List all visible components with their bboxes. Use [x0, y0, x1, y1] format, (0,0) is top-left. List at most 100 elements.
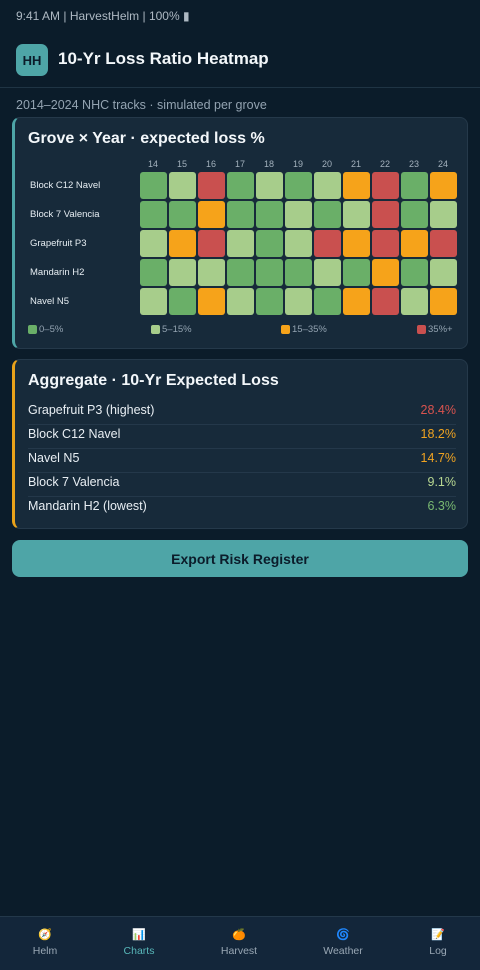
heatmap-cell[interactable] [430, 201, 457, 228]
aggregate-card: Aggregate · 10-Yr Expected Loss Grapefru… [12, 359, 468, 529]
memo-icon: 📝 [431, 929, 445, 941]
heatmap-cell[interactable] [430, 259, 457, 286]
year-label: 18 [263, 159, 274, 169]
heatmap-cell[interactable] [198, 288, 225, 315]
cyclone-icon: 🌀 [336, 929, 350, 941]
export-risk-register-button[interactable]: Export Risk Register [12, 540, 468, 577]
legend-swatch [28, 325, 37, 334]
heatmap-cell[interactable] [343, 259, 370, 286]
heatmap-cell[interactable] [343, 230, 370, 257]
heatmap-cell[interactable] [140, 230, 167, 257]
legend-swatch [281, 325, 290, 334]
year-label: 15 [176, 159, 187, 169]
heatmap-cell[interactable] [285, 230, 312, 257]
legend-item: 5–15% [151, 324, 192, 335]
heatmap-cell[interactable] [401, 201, 428, 228]
legend-swatch [417, 325, 426, 334]
heatmap-cell[interactable] [401, 259, 428, 286]
heatmap-cell[interactable] [256, 172, 283, 199]
grove-name: Navel N5 [28, 451, 80, 465]
heatmap-cell[interactable] [227, 201, 254, 228]
aggregate-row: Block C12 Navel 18.2% [28, 425, 456, 449]
heatmap-cell[interactable] [372, 288, 399, 315]
chart-icon: 📊 [132, 929, 146, 941]
heatmap-cell[interactable] [140, 288, 167, 315]
heatmap-cell[interactable] [430, 288, 457, 315]
year-label: 14 [147, 159, 158, 169]
grove-label: Block C12 Navel [30, 180, 101, 191]
aggregate-row: Grapefruit P3 (highest) 28.4% [28, 401, 456, 425]
grove-name: Grapefruit P3 (highest) [28, 403, 155, 417]
heatmap-cell[interactable] [169, 172, 196, 199]
legend-item: 15–35% [281, 324, 327, 335]
grove-label: Block 7 Valencia [30, 209, 100, 220]
heatmap-cell[interactable] [256, 259, 283, 286]
loss-value: 18.2% [420, 427, 456, 441]
legend-swatch [151, 325, 160, 334]
heatmap-cell[interactable] [372, 230, 399, 257]
heatmap-cell[interactable] [401, 288, 428, 315]
heatmap-cell[interactable] [227, 288, 254, 315]
heatmap-cell[interactable] [314, 201, 341, 228]
heatmap-cell[interactable] [285, 201, 312, 228]
heatmap-cell[interactable] [227, 172, 254, 199]
heatmap-cell[interactable] [285, 259, 312, 286]
heatmap-cell[interactable] [169, 288, 196, 315]
tab-label: Weather [323, 945, 363, 957]
tab-label: Harvest [220, 945, 258, 957]
compass-icon: 🧭 [38, 929, 52, 941]
heatmap-cell[interactable] [198, 172, 225, 199]
heatmap-cell[interactable] [198, 259, 225, 286]
heatmap-cell[interactable] [372, 259, 399, 286]
heatmap-cell[interactable] [372, 172, 399, 199]
legend-label: 5–15% [162, 324, 192, 335]
heatmap-cell[interactable] [140, 201, 167, 228]
heatmap-cell[interactable] [169, 201, 196, 228]
tab-label: Log [429, 945, 447, 957]
heatmap-cell[interactable] [285, 288, 312, 315]
heatmap-cell[interactable] [256, 288, 283, 315]
heatmap-cell[interactable] [343, 201, 370, 228]
year-label: 16 [205, 159, 216, 169]
heatmap-cell[interactable] [140, 172, 167, 199]
heatmap-cell[interactable] [372, 201, 399, 228]
aggregate-row: Navel N5 14.7% [28, 449, 456, 473]
heatmap-cell[interactable] [430, 230, 457, 257]
heatmap-cell[interactable] [314, 230, 341, 257]
page-title: 10-Yr Loss Ratio Heatmap [58, 49, 269, 68]
heatmap-cell[interactable] [314, 172, 341, 199]
heatmap-cell[interactable] [256, 230, 283, 257]
heatmap-cell[interactable] [343, 288, 370, 315]
legend-label: 0–5% [39, 324, 64, 335]
tab-log[interactable]: 📝 Log [390, 917, 480, 970]
app-header: HH 10-Yr Loss Ratio Heatmap [0, 34, 480, 88]
heatmap-cell[interactable] [169, 230, 196, 257]
loss-value: 9.1% [427, 475, 457, 489]
app-logo: HH [16, 44, 48, 76]
heatmap-cell[interactable] [198, 230, 225, 257]
tab-charts[interactable]: 📊 Charts [91, 917, 187, 970]
bottom-tab-bar: 🧭 Helm 📊 Charts 🍊 Harvest 🌀 Weather 📝 Log [0, 916, 480, 970]
tab-harvest[interactable]: 🍊 Harvest [191, 917, 287, 970]
heatmap-cell[interactable] [227, 230, 254, 257]
loss-value: 28.4% [420, 403, 456, 417]
grove-label: Mandarin H2 [30, 267, 85, 278]
tab-helm[interactable]: 🧭 Helm [0, 917, 93, 970]
aggregate-row: Mandarin H2 (lowest) 6.3% [28, 497, 456, 521]
heatmap-cell[interactable] [401, 230, 428, 257]
tab-label: Helm [32, 945, 58, 957]
heatmap-cell[interactable] [430, 172, 457, 199]
heatmap-cell[interactable] [198, 201, 225, 228]
heatmap-cell[interactable] [227, 259, 254, 286]
year-label: 21 [350, 159, 361, 169]
heatmap-cell[interactable] [401, 172, 428, 199]
heatmap-cell[interactable] [314, 259, 341, 286]
heatmap-cell[interactable] [256, 201, 283, 228]
aggregate-row: Block 7 Valencia 9.1% [28, 473, 456, 497]
heatmap-cell[interactable] [314, 288, 341, 315]
heatmap-cell[interactable] [140, 259, 167, 286]
heatmap-cell[interactable] [343, 172, 370, 199]
tab-weather[interactable]: 🌀 Weather [295, 917, 391, 970]
heatmap-cell[interactable] [285, 172, 312, 199]
heatmap-cell[interactable] [169, 259, 196, 286]
